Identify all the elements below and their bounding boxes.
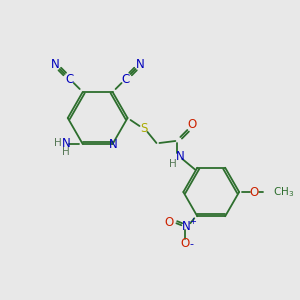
Text: C: C bbox=[66, 73, 74, 85]
Text: +: + bbox=[189, 217, 196, 226]
Text: O: O bbox=[165, 216, 174, 229]
Text: -: - bbox=[189, 239, 193, 249]
Text: H: H bbox=[62, 147, 70, 157]
Text: O: O bbox=[181, 237, 190, 250]
Text: N: N bbox=[176, 149, 185, 163]
Text: S: S bbox=[140, 122, 147, 134]
Text: N: N bbox=[136, 58, 145, 70]
Text: CH$_3$: CH$_3$ bbox=[273, 185, 294, 199]
Text: O: O bbox=[188, 118, 197, 131]
Text: C: C bbox=[122, 73, 130, 85]
Text: H: H bbox=[169, 159, 176, 169]
Text: N: N bbox=[61, 137, 70, 151]
Text: N: N bbox=[182, 220, 191, 233]
Text: H: H bbox=[54, 138, 62, 148]
Text: N: N bbox=[50, 58, 59, 70]
Text: O: O bbox=[250, 185, 259, 199]
Text: N: N bbox=[109, 139, 118, 152]
